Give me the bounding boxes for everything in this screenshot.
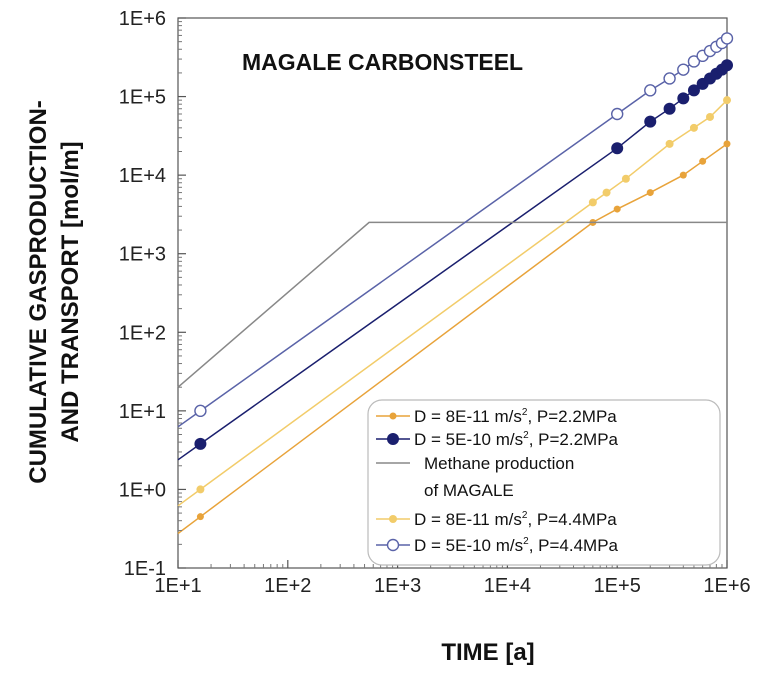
legend-label-3b: of MAGALE — [424, 481, 514, 500]
series-2-point — [663, 102, 676, 115]
legend-label-2: D = 5E-10 m/s — [414, 430, 523, 449]
series-5-point — [677, 63, 690, 76]
y-tick-label: 1E+5 — [119, 87, 166, 109]
x-tick-label: 1E+4 — [484, 575, 531, 597]
series-5-point — [194, 404, 207, 418]
y-tick-label: 1E+1 — [119, 401, 166, 423]
svg-text:D = 8E-11 m/s2, P=2.2MPa: D = 8E-11 m/s2, P=2.2MPa — [414, 407, 617, 426]
svg-text:D = 5E-10 m/s2, P=2.2MPa: D = 5E-10 m/s2, P=2.2MPa — [414, 430, 619, 449]
series-2-point — [677, 92, 690, 105]
series-1-point — [613, 205, 621, 213]
tick-layer: 1E+1 1E+2 1E+3 1E+4 1E+5 1E+6 1E-1 1E+0 1E+1 1E+2… — [119, 8, 751, 597]
series-5-point — [663, 72, 676, 85]
x-tick-label: 1E+6 — [703, 575, 750, 597]
legend-label-4: D = 8E-11 m/s — [414, 510, 522, 529]
x-tick-label: 1E+3 — [374, 575, 421, 597]
legend-label-5: D = 5E-10 m/s — [414, 536, 523, 555]
svg-text:D = 5E-10 m/s2, P=4.4MPa: D = 5E-10 m/s2, P=4.4MPa — [414, 536, 619, 555]
y-tick-label: 1E+2 — [119, 322, 166, 344]
legend-label-1: D = 8E-11 m/s — [414, 407, 522, 426]
series-1-line — [177, 143, 728, 535]
y-axis-title: CUMULATIVE GASPRODUCTION- AND TRANSPORT … — [25, 100, 84, 484]
series-5-point — [644, 84, 657, 97]
y-tick-label: 1E+6 — [119, 8, 166, 30]
legend-label-3a: Methane production — [424, 454, 574, 473]
series-layer — [177, 32, 734, 535]
series-4-point — [621, 174, 630, 183]
x-tick-label: 1E+1 — [154, 575, 201, 597]
y-axis-title-line1: CUMULATIVE GASPRODUCTION- — [25, 100, 52, 484]
series-5-point — [720, 32, 734, 45]
series-3 — [177, 221, 727, 388]
series-4-point — [196, 485, 205, 494]
series-1-point — [699, 157, 707, 165]
legend-entry-5: D = 5E-10 m/s2, P=4.4MPa — [376, 536, 619, 555]
series-4-point — [665, 139, 674, 148]
legend-entry-1: D = 8E-11 m/s2, P=2.2MPa — [376, 407, 617, 426]
legend-entry-2: D = 5E-10 m/s2, P=2.2MPa — [376, 430, 619, 449]
y-tick-label: 1E-1 — [124, 558, 166, 580]
series-4 — [177, 96, 731, 507]
legend-entry-4: D = 8E-11 m/s2, P=4.4MPa — [376, 510, 617, 529]
legend-entry-3: Methane production of MAGALE — [376, 454, 574, 500]
series-5 — [177, 32, 734, 428]
x-axis-title: TIME [a] — [441, 639, 534, 666]
series-4-point — [588, 198, 597, 207]
series-4-point — [689, 123, 698, 132]
series-4-point — [705, 112, 714, 121]
y-tick-label: 1E+0 — [119, 479, 166, 501]
y-tick-label: 1E+3 — [119, 244, 166, 266]
series-4-point — [723, 96, 731, 105]
series-1-point — [723, 140, 731, 148]
y-tick-label: 1E+4 — [119, 165, 166, 187]
x-tick-label: 1E+5 — [594, 575, 641, 597]
series-2-point — [687, 84, 700, 97]
series-2-point — [644, 115, 657, 128]
x-tick-label: 1E+2 — [264, 575, 311, 597]
series-4-point — [602, 188, 611, 197]
series-5-point — [611, 107, 624, 121]
svg-text:D = 8E-11 m/s2, P=4.4MPa: D = 8E-11 m/s2, P=4.4MPa — [414, 510, 617, 529]
series-1-point — [679, 171, 687, 179]
series-3-line — [177, 221, 727, 388]
series-1-point — [646, 189, 654, 197]
series-2-point — [611, 142, 624, 155]
legend: D = 8E-11 m/s2, P=2.2MPa D = 5E-10 m/s2,… — [367, 399, 721, 566]
legend-box — [367, 399, 721, 566]
series-2 — [177, 59, 733, 461]
series-1-point — [196, 513, 204, 521]
series-2-point — [194, 437, 207, 450]
chart-title: MAGALE CARBONSTEEL — [242, 49, 523, 75]
y-axis-title-line2: AND TRANSPORT [mol/m] — [57, 141, 84, 442]
series-5-point — [687, 55, 701, 68]
series-1 — [177, 140, 731, 535]
series-2-point — [721, 59, 733, 72]
